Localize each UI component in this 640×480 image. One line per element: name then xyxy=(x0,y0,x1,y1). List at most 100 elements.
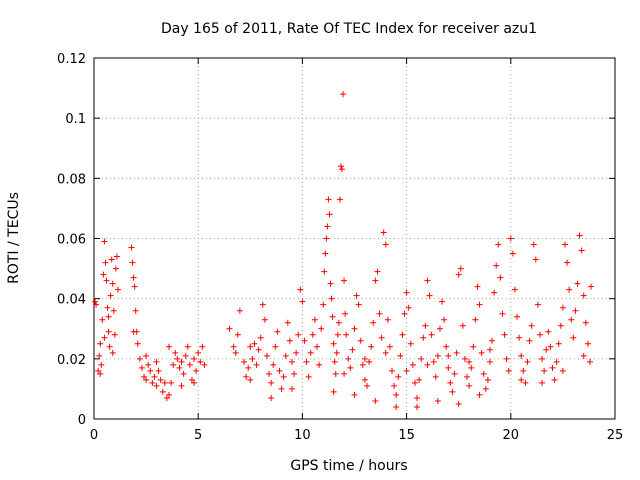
chart-title: Day 165 of 2011, Rate Of TEC Index for r… xyxy=(161,21,537,37)
data-point xyxy=(568,316,575,323)
data-point xyxy=(518,376,525,383)
data-point xyxy=(414,403,421,410)
data-point xyxy=(132,307,139,314)
data-point xyxy=(482,385,489,392)
data-point xyxy=(570,334,577,341)
data-point xyxy=(532,256,539,263)
data-point xyxy=(459,322,466,329)
data-point xyxy=(128,244,135,251)
data-point xyxy=(393,391,400,398)
data-point xyxy=(98,361,105,368)
data-point xyxy=(318,325,325,332)
data-point xyxy=(430,358,437,365)
data-point xyxy=(113,253,120,260)
data-point xyxy=(288,385,295,392)
data-point xyxy=(518,352,525,359)
data-point xyxy=(338,166,345,173)
data-point xyxy=(149,379,156,386)
data-point xyxy=(399,331,406,338)
data-point xyxy=(349,346,356,353)
y-tick-label: 0 xyxy=(78,413,86,428)
x-tick-label: 15 xyxy=(398,428,415,443)
data-point xyxy=(461,355,468,362)
data-point xyxy=(143,376,150,383)
data-point xyxy=(441,316,448,323)
data-point xyxy=(236,307,243,314)
data-point xyxy=(434,397,441,404)
data-point xyxy=(305,373,312,380)
x-tick-label: 20 xyxy=(503,428,520,443)
data-point xyxy=(114,286,121,293)
data-point xyxy=(470,343,477,350)
data-point xyxy=(272,343,279,350)
data-point xyxy=(333,349,340,356)
y-tick-label: 0.04 xyxy=(57,293,86,308)
data-point xyxy=(520,367,527,374)
data-point xyxy=(345,355,352,362)
data-point xyxy=(347,364,354,371)
data-point xyxy=(327,280,334,287)
data-point xyxy=(97,340,104,347)
data-point xyxy=(107,292,114,299)
data-point xyxy=(276,367,283,374)
data-point xyxy=(489,337,496,344)
data-point xyxy=(422,322,429,329)
data-point xyxy=(566,286,573,293)
data-point xyxy=(186,361,193,368)
data-point xyxy=(278,385,285,392)
data-point xyxy=(355,301,362,308)
data-point xyxy=(108,256,115,263)
data-point xyxy=(497,274,504,281)
data-point xyxy=(368,343,375,350)
data-point xyxy=(436,325,443,332)
data-point xyxy=(424,361,431,368)
data-point xyxy=(484,376,491,383)
data-point xyxy=(539,355,546,362)
data-point xyxy=(159,388,166,395)
tick-layer: 0 5 10 15 20 25 0 0.02 0.04 0.06 0.08 0.1 0.12 xyxy=(57,52,623,443)
data-point xyxy=(230,343,237,350)
data-point xyxy=(580,352,587,359)
data-point xyxy=(157,376,164,383)
data-point xyxy=(268,394,275,401)
data-point xyxy=(357,337,364,344)
data-point xyxy=(478,349,485,356)
data-point xyxy=(343,331,350,338)
data-point xyxy=(582,319,589,326)
data-point xyxy=(138,364,145,371)
data-point xyxy=(588,283,595,290)
data-point xyxy=(286,337,293,344)
data-point xyxy=(389,367,396,374)
x-tick-label: 0 xyxy=(90,428,98,443)
data-point xyxy=(486,358,493,365)
data-point xyxy=(293,349,300,356)
data-point xyxy=(364,382,371,389)
data-point xyxy=(97,370,104,377)
data-point xyxy=(530,241,537,248)
data-point xyxy=(514,313,521,320)
data-point xyxy=(199,343,206,350)
data-point xyxy=(545,328,552,335)
data-point xyxy=(161,379,168,386)
data-point xyxy=(572,307,579,314)
data-point xyxy=(407,340,414,347)
data-point xyxy=(403,367,410,374)
data-point xyxy=(334,331,341,338)
data-point xyxy=(361,355,368,362)
data-point xyxy=(141,373,148,380)
data-point xyxy=(295,331,302,338)
y-axis-label: ROTI / TECUs xyxy=(6,192,22,284)
data-point xyxy=(153,358,160,365)
data-point xyxy=(191,379,198,386)
data-point xyxy=(428,331,435,338)
data-point xyxy=(534,301,541,308)
data-point xyxy=(95,367,102,374)
data-point xyxy=(321,268,328,275)
data-point xyxy=(268,379,275,386)
data-point xyxy=(580,292,587,299)
data-point xyxy=(106,343,113,350)
data-point xyxy=(464,373,471,380)
data-point xyxy=(564,259,571,266)
data-point xyxy=(301,337,308,344)
